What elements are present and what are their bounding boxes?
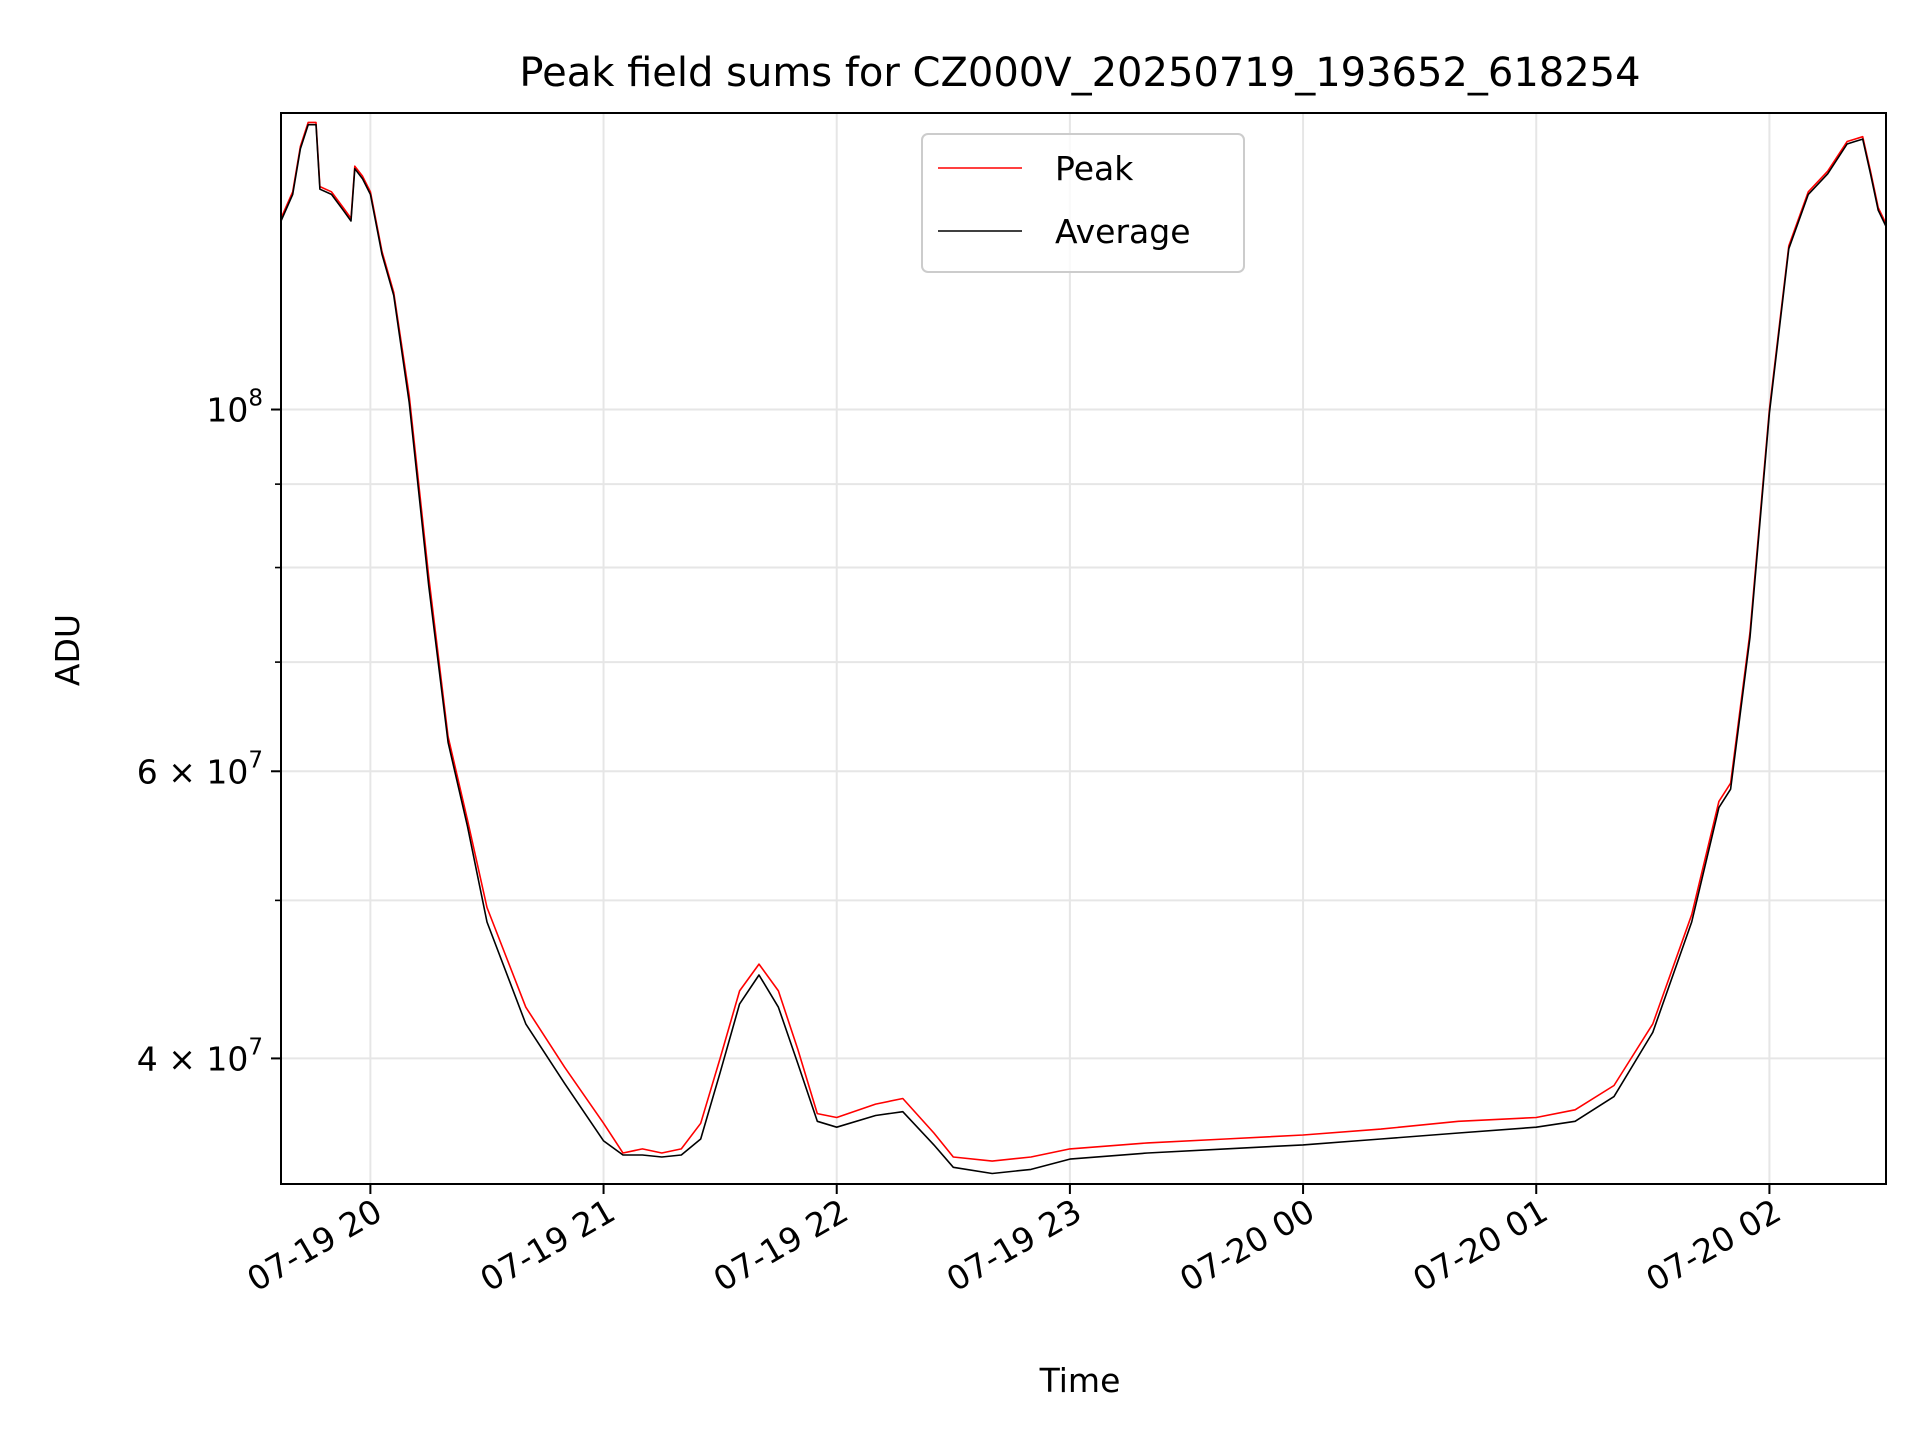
- legend-label-peak: Peak: [1055, 149, 1134, 188]
- y-tick-mantissa: 4 × 10: [137, 1039, 249, 1078]
- y-tick-exponent: 7: [248, 1034, 263, 1060]
- series-lines: [280, 121, 1887, 1175]
- y-tick-exponent: 7: [248, 747, 263, 773]
- y-tick-label: 4 × 107: [137, 1034, 263, 1078]
- y-tick-mantissa: 6 × 10: [137, 752, 249, 791]
- legend: Peak Average: [921, 133, 1245, 273]
- y-axis-label: ADU: [48, 614, 87, 686]
- series-line-average: [280, 123, 1887, 1175]
- x-axis-label: Time: [1039, 1361, 1121, 1400]
- y-tick-exponent: 8: [248, 386, 263, 412]
- legend-label-average: Average: [1055, 212, 1191, 251]
- chart-title: Peak field sums for CZ000V_20250719_1936…: [519, 50, 1640, 96]
- plot-frame: [280, 112, 1887, 1185]
- y-tick-label: 6 × 107: [137, 747, 263, 791]
- y-tick-label: 108: [206, 386, 263, 430]
- grid-lines: [281, 113, 1886, 1184]
- y-tick-mantissa: 10: [206, 391, 248, 430]
